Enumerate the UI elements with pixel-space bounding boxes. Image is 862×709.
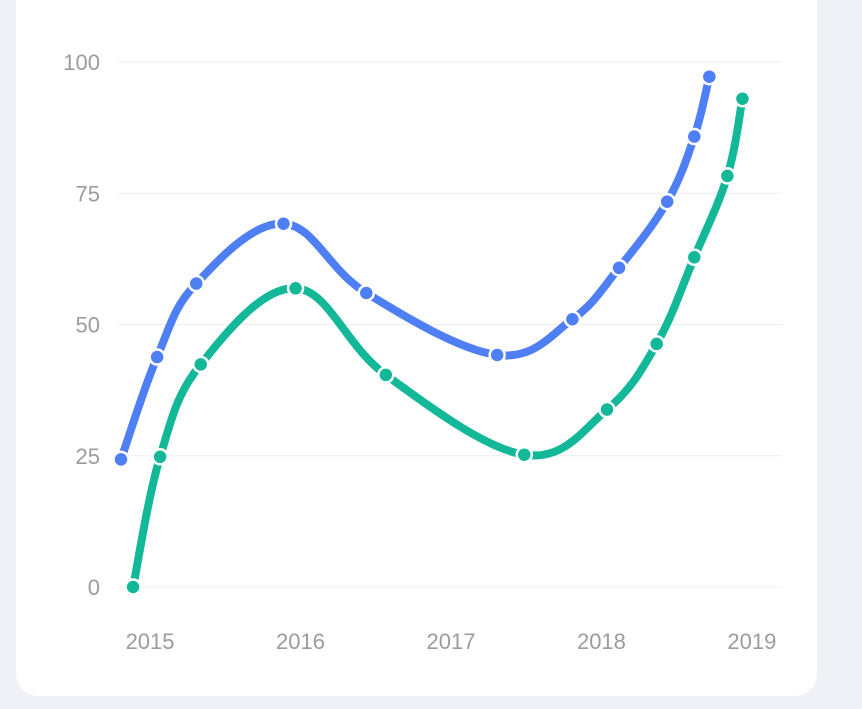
data-point[interactable] [151,448,169,466]
data-point[interactable] [377,366,395,384]
data-point[interactable] [563,310,582,328]
y-tick-label: 50 [76,313,100,338]
x-tick-label: 2015 [126,629,175,654]
x-tick-label: 2018 [577,629,626,654]
data-point[interactable] [647,335,666,353]
gridlines [118,61,782,588]
data-point[interactable] [515,445,534,464]
data-point[interactable] [274,214,293,233]
data-point[interactable] [187,274,205,293]
x-tick-label: 2019 [727,629,776,654]
data-point[interactable] [488,346,506,364]
data-point[interactable] [192,355,210,374]
data-point[interactable] [124,578,142,596]
y-tick-label: 0 [88,575,100,600]
series-lines [117,72,747,591]
y-tick-label: 100 [63,50,100,75]
x-tick-label: 2016 [276,629,325,654]
y-axis-tick-labels: 0 25 50 75 100 [63,50,100,600]
data-point[interactable] [357,284,376,302]
data-point[interactable] [685,248,704,267]
data-point[interactable] [733,90,752,108]
y-tick-label: 75 [76,181,100,206]
data-point[interactable] [112,450,130,469]
data-point[interactable] [700,67,719,86]
chart-card [16,0,817,696]
x-axis-tick-labels: 2015 2016 2017 2018 2019 [126,629,777,654]
y-tick-label: 25 [76,444,100,469]
data-point[interactable] [598,400,616,419]
data-point[interactable] [610,259,628,277]
data-point[interactable] [658,192,676,211]
data-point[interactable] [685,127,704,146]
series-points [112,67,752,596]
data-point[interactable] [286,279,305,298]
x-tick-label: 2017 [427,629,476,654]
data-point[interactable] [148,348,166,366]
data-point[interactable] [718,167,737,185]
